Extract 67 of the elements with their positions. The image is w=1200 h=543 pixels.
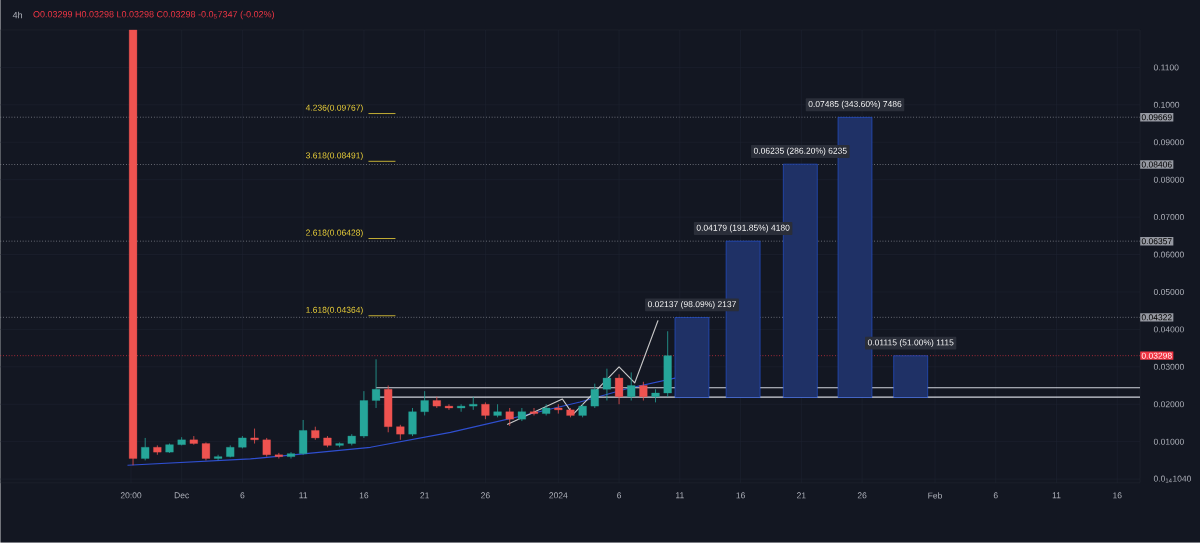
candlestick (299, 419, 308, 456)
y-tick-label: 0.0$_{14}$1040 (1153, 475, 1192, 483)
x-tick-label: 16 (359, 492, 369, 499)
y-tick-label: 0.08000 (1153, 176, 1184, 183)
annotation: 3.618(0.08491) (305, 152, 363, 161)
candlestick (627, 372, 636, 401)
x-tick-label: 20:00 (120, 492, 142, 499)
x-tick-label: 6 (993, 492, 998, 499)
candlestick (250, 428, 259, 445)
x-tick-label: 26 (857, 492, 867, 499)
x-tick-label: 2024 (549, 492, 568, 499)
x-tick-label: 6 (240, 492, 245, 499)
candlestick (214, 454, 223, 461)
candlestick (286, 451, 296, 459)
ref-line-label: 0.09669 (1141, 114, 1172, 121)
x-tick-label: 26 (481, 492, 490, 499)
ref-line-label: 0.04322 (1141, 314, 1172, 321)
annotation: 1.618(0.04364) (306, 306, 363, 315)
y-tick-label: 0.02000 (1153, 401, 1184, 408)
candlestick (408, 407, 417, 437)
x-tick-label: 21 (420, 492, 429, 499)
annotation: 2.618(0.06428) (306, 229, 363, 238)
x-tick-label: Feb (928, 492, 942, 499)
x-tick-label: Dec (174, 492, 189, 499)
line-series (506, 319, 659, 426)
data-label: 0.06235 (286.20%) 6235 (753, 147, 847, 156)
y-tick-label: 0.04000 (1153, 326, 1184, 333)
candlestick (602, 368, 611, 401)
candlestick (274, 452, 283, 459)
y-tick-label: 0.06000 (1153, 251, 1184, 258)
candlestick (457, 403, 466, 413)
candlestick (420, 390, 429, 416)
ref-line-label: 0.03298 (1141, 352, 1172, 359)
candlestick (141, 437, 150, 461)
x-tick-label: 16 (736, 492, 745, 499)
y-tick-label: 0.1100 (1153, 64, 1179, 71)
candlestick (529, 407, 539, 416)
x-tick-label: 16 (1113, 492, 1122, 499)
chart-subtitle: O0.03299 H0.03298 L0.03298 C0.03298 -0.0$_{5}$7347 (-0.02%) (33, 10, 275, 20)
data-label: 0.04179 (191.85%) 4180 (696, 224, 790, 233)
candlestick (444, 403, 453, 411)
x-tick-label: 21 (797, 492, 806, 499)
x-tick-label: 6 (617, 492, 622, 499)
y-tick-label: 0.07000 (1153, 214, 1184, 221)
y-tick-label: 0.01000 (1153, 438, 1184, 445)
y-tick-label: 0.03000 (1153, 363, 1184, 370)
ref-line-label: 0.06357 (1141, 238, 1172, 245)
data-label: 0.02137 (98.09%) 2137 (647, 301, 736, 309)
bar (674, 317, 710, 398)
bar (893, 355, 928, 398)
x-tick-label: 11 (299, 492, 308, 499)
chart-title: 4h (12, 11, 23, 19)
ref-line-label: 0.08406 (1141, 161, 1172, 168)
candlestick (590, 383, 599, 409)
annotation: 4.236(0.09767) (305, 104, 363, 113)
candlestick (262, 437, 271, 458)
candlestick (639, 381, 648, 401)
candlestick (469, 396, 478, 411)
x-tick-label: 11 (676, 492, 684, 499)
candlestick (615, 373, 624, 405)
candlestick (372, 359, 381, 409)
y-tick-label: 0.05000 (1153, 289, 1184, 296)
data-label: 0.01115 (51.00%) 1115 (867, 339, 954, 348)
y-tick-label: 0.1000 (1153, 101, 1180, 108)
data-label: 0.07485 (343.60%) 7486 (808, 100, 902, 109)
y-tick-label: 0.09000 (1153, 139, 1184, 146)
x-tick-label: 11 (1052, 492, 1061, 499)
